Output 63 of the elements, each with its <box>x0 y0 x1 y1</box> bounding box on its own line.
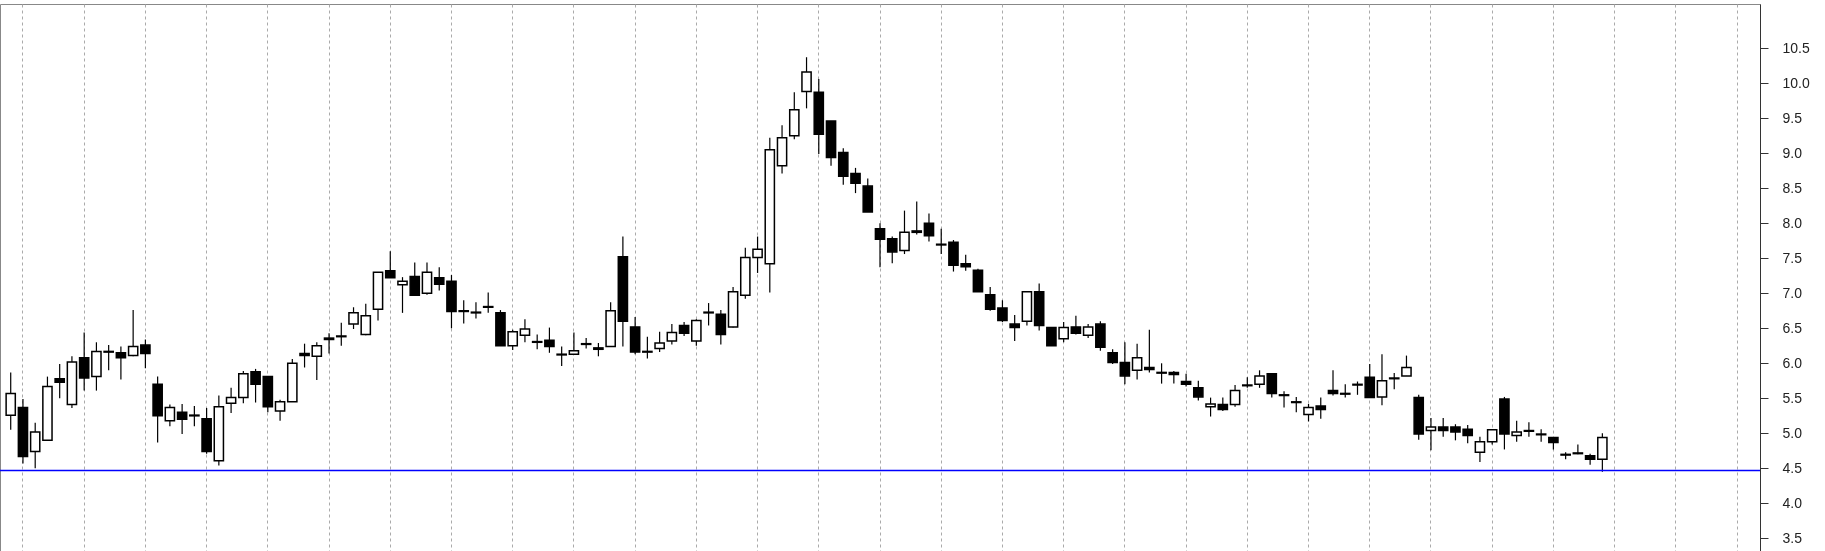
candlestick <box>1131 343 1143 381</box>
candlestick <box>189 405 200 427</box>
y-tick-label: 7.0 <box>1782 284 1803 301</box>
y-tick-label: 10.0 <box>1782 74 1810 91</box>
candlestick <box>874 222 886 268</box>
candlestick <box>1119 341 1131 385</box>
y-tick-label: 6.5 <box>1782 319 1803 336</box>
candlestick <box>1156 362 1167 385</box>
candlestick <box>1376 353 1388 406</box>
candlestick <box>5 371 17 431</box>
candlestick <box>1327 369 1339 397</box>
candlestick <box>482 291 494 314</box>
y-tick-label: 7.5 <box>1782 249 1803 266</box>
y-tick-label: 3.5 <box>1782 529 1803 546</box>
y-tick-label: 4.5 <box>1782 459 1803 476</box>
candlestick <box>470 301 482 320</box>
candlestick <box>1070 315 1082 336</box>
y-tick-label: 9.0 <box>1782 144 1803 161</box>
candlestick <box>923 212 935 243</box>
candlestick <box>225 387 237 414</box>
candlestick <box>323 332 335 355</box>
candlestick <box>1523 421 1535 438</box>
candlestick <box>1229 384 1241 408</box>
y-tick-label: 5.5 <box>1782 389 1803 406</box>
candlestick <box>1572 443 1584 455</box>
candlestick <box>54 363 66 399</box>
candlestick <box>1278 390 1290 409</box>
y-tick-label: 9.5 <box>1782 109 1803 126</box>
candlestick <box>654 331 665 353</box>
candlestick <box>1144 329 1155 373</box>
candlestick <box>568 331 580 355</box>
candlestick <box>115 345 127 381</box>
y-tick-label: 5.0 <box>1782 424 1803 441</box>
candlestick <box>1192 380 1204 402</box>
candlestick <box>1401 354 1412 377</box>
candlestick <box>519 318 531 343</box>
candlestick <box>384 250 396 279</box>
candlestick <box>691 318 702 347</box>
candlestick <box>715 309 727 345</box>
candlestick <box>556 345 568 367</box>
candlestick <box>642 336 653 359</box>
y-tick-label: 4.0 <box>1782 494 1803 511</box>
candlestick <box>1474 436 1486 463</box>
candlestick <box>1180 373 1192 388</box>
candlestick <box>127 309 139 357</box>
candlestick <box>164 404 176 427</box>
y-tick-label: 8.0 <box>1782 214 1803 231</box>
candlestick <box>1425 417 1437 451</box>
candlestick <box>703 302 714 327</box>
candlestick <box>1095 320 1106 352</box>
candlestick <box>140 338 151 369</box>
y-tick-label: 8.5 <box>1782 179 1803 196</box>
candlestick <box>335 322 347 347</box>
candlestick <box>176 403 188 435</box>
candlestick <box>1009 314 1021 342</box>
candlestick <box>274 399 286 422</box>
candlestick <box>1584 453 1596 466</box>
candlestick <box>1597 432 1608 473</box>
candlestick <box>666 323 678 345</box>
candlestick <box>1535 428 1547 443</box>
y-tick-label: 6.0 <box>1782 354 1803 371</box>
y-tick-label: 10.5 <box>1782 39 1810 56</box>
candlestick <box>421 261 433 296</box>
